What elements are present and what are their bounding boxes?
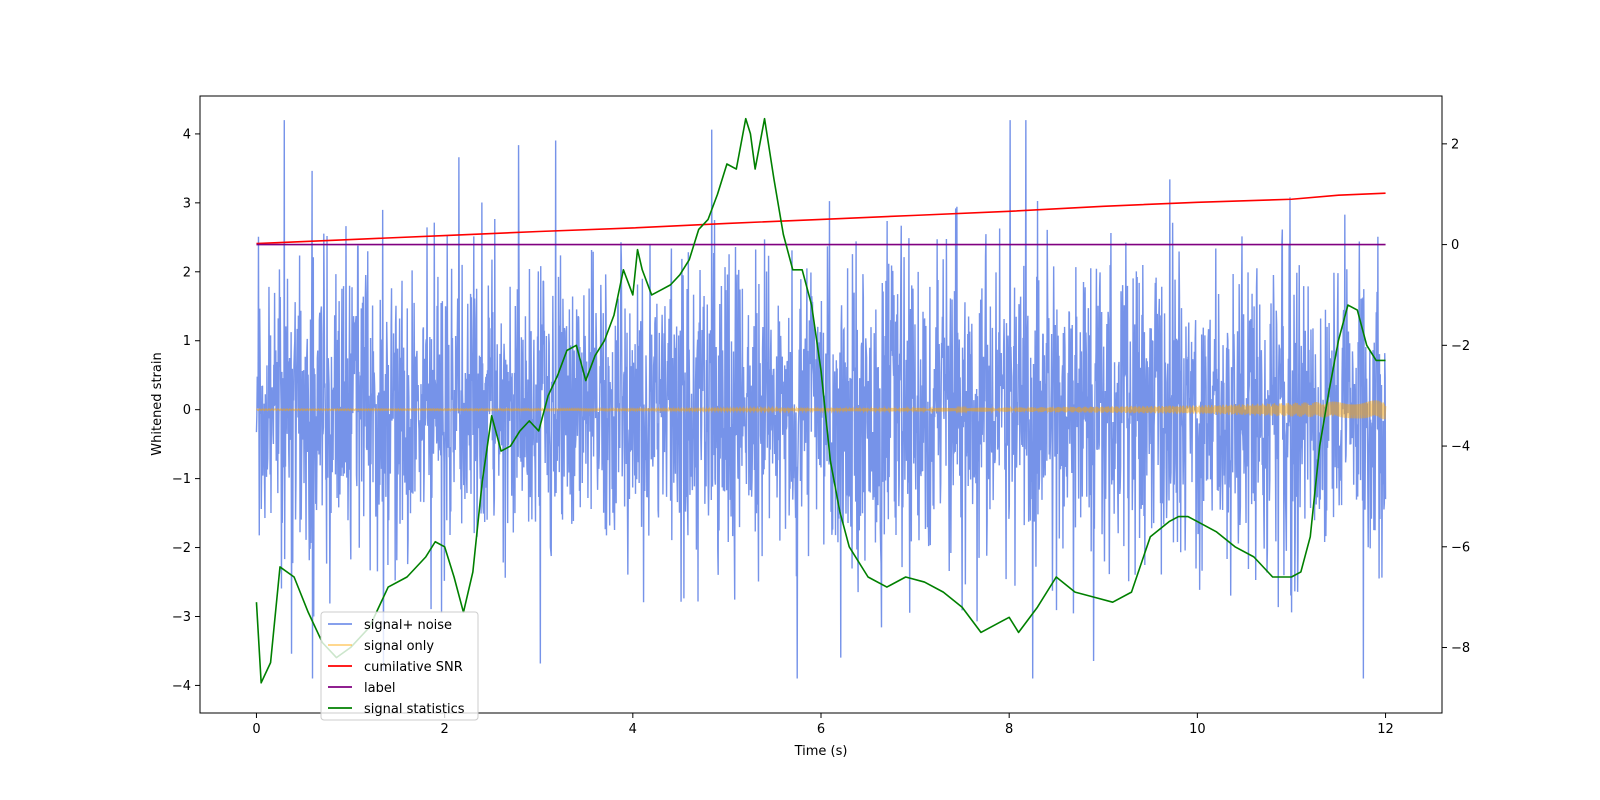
x-tick-label: 10: [1189, 722, 1206, 737]
y-tick-label: 4: [183, 127, 191, 142]
y-axis-label: Whitened strain: [150, 352, 165, 455]
y2-tick-label: 2: [1451, 137, 1459, 152]
y2-tick-label: −2: [1451, 339, 1470, 354]
y2-tick-label: −6: [1451, 540, 1470, 555]
legend-label-signal-statistics: signal statistics: [364, 702, 465, 717]
legend-label-label: label: [364, 681, 395, 696]
legend-label-signal-only: signal only: [364, 639, 434, 654]
legend-label-signal-noise: signal+ noise: [364, 618, 452, 633]
y-tick-label: −3: [172, 610, 191, 625]
legend-swatches: [328, 623, 352, 709]
x-tick-label: 4: [629, 722, 637, 737]
x-tick-label: 6: [817, 722, 825, 737]
y-tick-label: −2: [172, 541, 191, 556]
legend-label-cumulative-snr: cumilative SNR: [364, 660, 463, 675]
series-signal-noise: [255, 120, 1387, 679]
series-layer: [255, 117, 1387, 684]
x-tick-label: 8: [1005, 722, 1013, 737]
y2-tick-label: 0: [1451, 238, 1459, 253]
series-cumilative-snr: [256, 192, 1386, 245]
x-axis-label: Time (s): [794, 744, 848, 759]
x-tick-label: 2: [440, 722, 448, 737]
series-signal-only: [256, 400, 1387, 420]
y-tick-label: 3: [183, 196, 191, 211]
y-tick-label: −4: [172, 679, 191, 694]
y-tick-label: 0: [183, 403, 191, 418]
y2-tick-label: −4: [1451, 440, 1470, 455]
legend: signal+ noise signal only cumilative SNR…: [320, 611, 479, 721]
x-tick-label: 0: [252, 722, 260, 737]
y-tick-label: 2: [183, 265, 191, 280]
x-tick-label: 12: [1377, 722, 1394, 737]
y-tick-label: −1: [172, 472, 191, 487]
y-tick-label: 1: [183, 334, 191, 349]
legend-box: [320, 611, 479, 721]
y2-tick-label: −8: [1451, 641, 1470, 656]
